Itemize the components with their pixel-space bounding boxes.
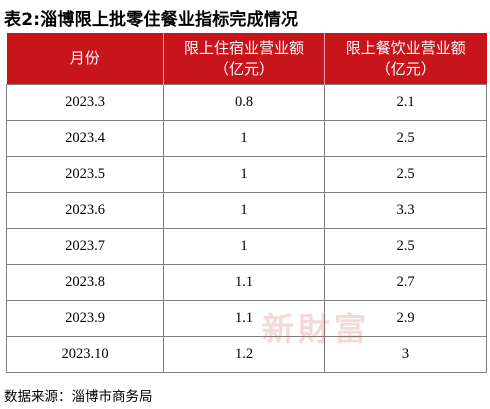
header-lodging-line2: （亿元） bbox=[213, 59, 274, 78]
header-month-label: 月份 bbox=[69, 49, 100, 67]
cell-lodging: 1.1 bbox=[163, 264, 325, 301]
cell-catering: 2.5 bbox=[324, 156, 487, 193]
cell-catering: 2.9 bbox=[324, 300, 487, 337]
watermark-logo: 新財富 bbox=[262, 310, 371, 348]
cell-lodging: 0.8 bbox=[163, 84, 325, 121]
cell-catering: 2.7 bbox=[324, 264, 487, 301]
table-row: 2023.4 1 2.5 bbox=[6, 120, 487, 157]
header-month: 月份 bbox=[6, 33, 164, 85]
cell-catering: 2.1 bbox=[324, 84, 487, 121]
cell-catering: 2.5 bbox=[324, 228, 487, 265]
cell-catering: 3.3 bbox=[324, 192, 487, 229]
table-row: 2023.7 1 2.5 bbox=[6, 228, 487, 265]
table-row: 2023.5 1 2.5 bbox=[6, 156, 487, 193]
cell-month: 2023.8 bbox=[6, 264, 164, 301]
cell-lodging: 1 bbox=[163, 192, 325, 229]
cell-month: 2023.4 bbox=[6, 120, 164, 157]
cell-catering: 2.5 bbox=[324, 120, 487, 157]
cell-lodging: 1 bbox=[163, 156, 325, 193]
page-title: 表2:淄博限上批零住餐业指标完成情况 bbox=[4, 10, 299, 30]
header-lodging-line1: 限上住宿业营业额 bbox=[183, 38, 304, 57]
cell-month: 2023.10 bbox=[6, 336, 164, 373]
data-source-note: 数据来源：淄博市商务局 bbox=[4, 389, 153, 405]
cell-month: 2023.3 bbox=[6, 84, 164, 121]
table-row: 2023.8 1.1 2.7 bbox=[6, 264, 487, 301]
table-row: 2023.3 0.8 2.1 bbox=[6, 84, 487, 121]
data-table: 月份 限上住宿业营业额 （亿元） 限上餐饮业营业额 （亿元） 2023.3 0.… bbox=[6, 33, 487, 373]
table-row: 2023.9 1.1 2.9 bbox=[6, 300, 487, 337]
cell-catering: 3 bbox=[324, 336, 487, 373]
cell-lodging: 1 bbox=[163, 120, 325, 157]
cell-month: 2023.6 bbox=[6, 192, 164, 229]
cell-month: 2023.9 bbox=[6, 300, 164, 337]
cell-month: 2023.7 bbox=[6, 228, 164, 265]
header-catering: 限上餐饮业营业额 （亿元） bbox=[324, 33, 487, 85]
header-catering-line1: 限上餐饮业营业额 bbox=[345, 38, 466, 57]
cell-lodging: 1.1 bbox=[163, 300, 325, 337]
table-header-row: 月份 限上住宿业营业额 （亿元） 限上餐饮业营业额 （亿元） bbox=[6, 33, 487, 85]
table-row: 2023.10 1.2 3 bbox=[6, 336, 487, 373]
header-lodging: 限上住宿业营业额 （亿元） bbox=[163, 33, 325, 85]
cell-month: 2023.5 bbox=[6, 156, 164, 193]
header-catering-line2: （亿元） bbox=[375, 59, 436, 78]
table-row: 2023.6 1 3.3 bbox=[6, 192, 487, 229]
cell-lodging: 1 bbox=[163, 228, 325, 265]
